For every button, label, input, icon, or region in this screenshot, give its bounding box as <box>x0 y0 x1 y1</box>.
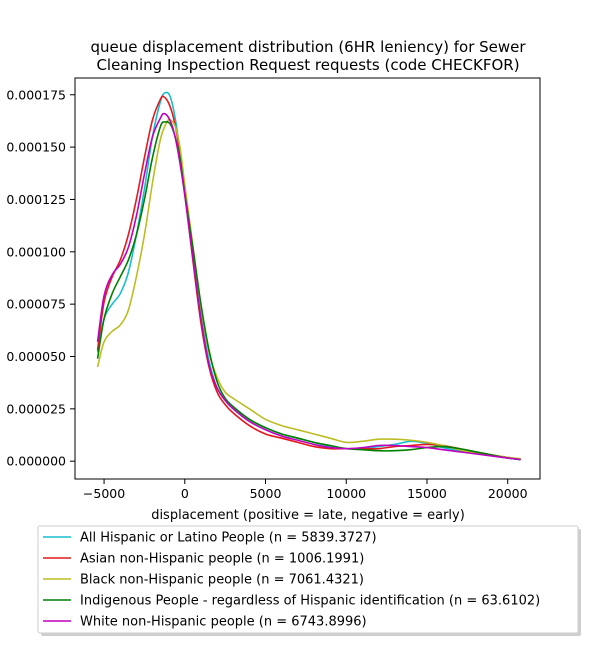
legend: All Hispanic or Latino People (n = 5839.… <box>37 525 581 636</box>
series-layer <box>96 91 521 461</box>
y-axis: 0.000000 0.000025 0.000050 0.000075 0.000100… <box>6 87 75 469</box>
series-line-1 <box>96 95 521 460</box>
legend-label-4: White non-Hispanic people (n = 6743.8996… <box>80 615 367 630</box>
legend-label-2: Black non-Hispanic people (n = 7061.4321… <box>80 573 364 588</box>
y-tick-label-2: 0.000050 <box>6 349 66 364</box>
x-tick-label-1: 0 <box>181 486 189 501</box>
chart-title-line-1: queue displacement distribution (6HR len… <box>90 38 526 56</box>
legend-label-1: Asian non-Hispanic people (n = 1006.1991… <box>80 552 364 567</box>
x-tick-label-0: −5000 <box>83 486 125 501</box>
x-tick-label-5: 20000 <box>488 486 528 501</box>
series-line-4 <box>96 112 521 461</box>
x-tick-label-4: 15000 <box>407 486 447 501</box>
series-line-3 <box>96 121 521 461</box>
y-tick-label-3: 0.000075 <box>6 297 66 312</box>
y-tick-label-5: 0.000125 <box>6 192 66 207</box>
x-tick-label-2: 5000 <box>250 486 282 501</box>
series-line-2 <box>96 118 521 460</box>
series-line-0 <box>96 91 521 461</box>
y-tick-label-6: 0.000150 <box>6 140 66 155</box>
y-tick-label-1: 0.000025 <box>6 401 66 416</box>
chart-title-line-2: Cleaning Inspection Request requests (co… <box>96 56 519 74</box>
y-tick-label-4: 0.000100 <box>6 244 66 259</box>
x-tick-label-3: 10000 <box>326 486 366 501</box>
legend-box <box>37 525 579 634</box>
y-tick-label-7: 0.000175 <box>6 87 66 102</box>
x-axis-label: displacement (positive = late, negative … <box>151 508 465 523</box>
legend-label-0: All Hispanic or Latino People (n = 5839.… <box>80 531 377 546</box>
x-axis: −5000 0 5000 10000 15000 20000 <box>83 479 528 501</box>
legend-label-3: Indigenous People - regardless of Hispan… <box>80 594 540 609</box>
y-tick-label-0: 0.000000 <box>6 454 66 469</box>
plot-area-frame <box>74 77 541 480</box>
legend-items: All Hispanic or Latino People (n = 5839.… <box>43 531 540 630</box>
